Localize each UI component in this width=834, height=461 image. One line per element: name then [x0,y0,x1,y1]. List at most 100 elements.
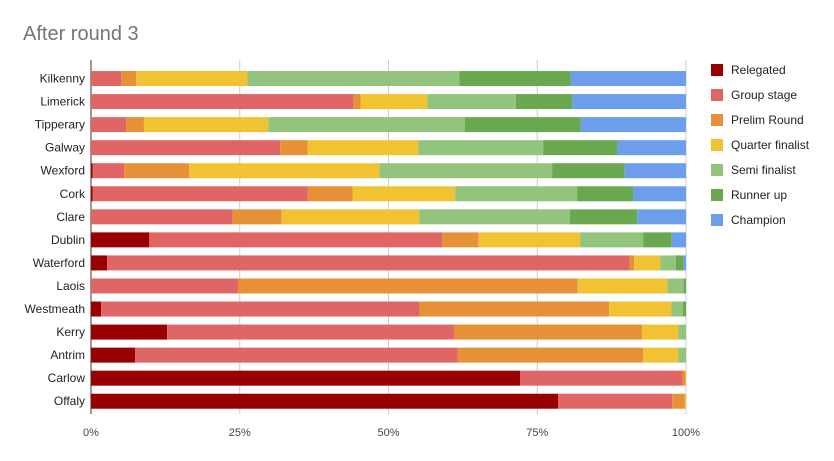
bar-segment [101,301,420,317]
bar-segment [91,232,150,248]
bar-segment [91,71,122,87]
chart-title: After round 3 [23,23,139,45]
legend-label: Champion [731,213,786,227]
bar-segment [307,186,353,202]
bar-segment [92,163,125,179]
bar-segment [189,163,380,179]
legend-swatch [711,64,723,76]
y-tick-label: Dublin [51,233,85,247]
bar-segment [418,140,544,156]
bar-segment [643,232,672,248]
bar-segment [643,347,679,363]
bar-segment [683,255,686,271]
bar-segment [558,393,673,409]
bar-segment [459,71,571,87]
bar-segment [519,370,683,386]
bar-segment [143,117,269,133]
bar-segment [641,324,679,340]
bar-segment [569,209,638,225]
y-tick-label: Kerry [56,325,85,339]
y-tick-label: Waterford [33,256,85,270]
legend-swatch [711,214,723,226]
bar-segment [675,255,684,271]
bar-segment [419,209,570,225]
bar-segment [616,140,686,156]
bar-segment [672,393,685,409]
bar-segment [478,232,581,248]
bar-segment [580,232,644,248]
bar-segment [464,117,581,133]
bar-segment [580,117,686,133]
bar-segment [91,347,136,363]
bar-segment [660,255,676,271]
bar-segment [570,71,686,87]
bar-segment [671,301,684,317]
legend-label: Runner up [731,188,787,202]
bar-segment [624,163,686,179]
y-tick-label: Carlow [48,371,86,385]
bar-segment [136,71,248,87]
bar-segment [457,347,644,363]
bar-segment [121,71,137,87]
x-tick-label: 25% [229,427,251,439]
bar-segment [629,255,635,271]
legend-label: Quarter finalist [731,138,810,152]
bar-segment [353,94,361,110]
y-tick-label: Tipperary [35,118,85,132]
bar-segment [609,301,672,317]
x-tick-label: 100% [672,427,700,439]
bar-segment [360,94,428,110]
bar-segment [167,324,454,340]
y-tick-label: Kilkenny [40,72,85,86]
bar-segment [247,71,460,87]
bar-segment [455,186,578,202]
bar-segment [543,140,617,156]
bar-segment [442,232,479,248]
x-tick-label: 50% [377,427,399,439]
bar-segment [92,186,308,202]
y-tick-label: Clare [56,210,85,224]
bar-segment [135,347,458,363]
legend-label: Relegated [731,63,786,77]
bar-segment [126,117,144,133]
y-tick-label: Wexford [41,164,85,178]
bar-segment [515,94,573,110]
bar-segment [280,140,308,156]
x-tick-label: 0% [83,427,99,439]
y-tick-label: Westmeath [25,302,85,316]
bar-segment [671,232,686,248]
bar-segment [91,140,281,156]
bar-segment [633,186,686,202]
legend-label: Group stage [731,88,797,102]
bar-segment [379,163,553,179]
bar-segment [107,255,630,271]
bar-segment [281,209,420,225]
bar-segment [352,186,456,202]
bar-segment [678,324,686,340]
bar-segment [124,163,190,179]
bar-segment [91,186,93,202]
bar-segment [237,278,578,294]
bar-segment [667,278,684,294]
y-tick-label: Offaly [54,394,85,408]
y-tick-label: Galway [45,141,85,155]
bar-segment [637,209,686,225]
bar-segment [91,370,520,386]
y-tick-label: Antrim [50,348,85,362]
x-tick-label: 75% [526,427,548,439]
bar-segment [572,94,686,110]
bar-segment [682,370,686,386]
bar-segment [683,301,686,317]
y-tick-label: Laois [56,279,85,293]
bar-segment [419,301,610,317]
bar-segment [268,117,465,133]
bar-segment [91,324,168,340]
bar-segment [634,255,661,271]
bar-segment [577,186,634,202]
bar-segment [91,163,93,179]
bar-segment [232,209,282,225]
bar-segment [683,278,686,294]
bar-segment [91,117,127,133]
bar-segment [91,255,108,271]
